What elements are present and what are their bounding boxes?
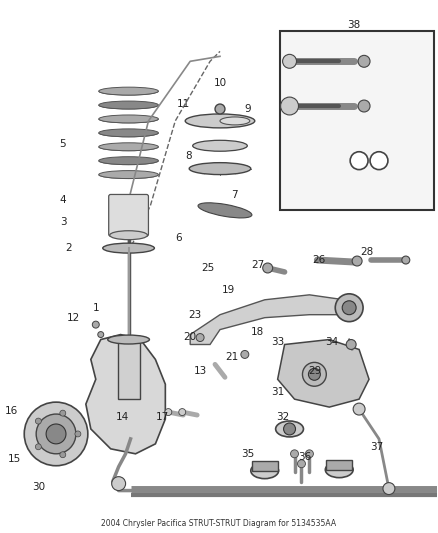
Text: 35: 35 [241,449,254,459]
Bar [279,31,434,211]
Ellipse shape [99,143,159,151]
Circle shape [241,351,249,358]
Text: 23: 23 [188,310,202,320]
Text: 5: 5 [60,139,66,149]
Circle shape [215,104,225,114]
Circle shape [297,460,305,468]
Ellipse shape [108,335,149,344]
Circle shape [35,444,41,450]
Ellipse shape [99,101,159,109]
Text: 19: 19 [221,285,235,295]
Ellipse shape [99,157,159,165]
Circle shape [342,301,356,314]
Polygon shape [86,335,165,454]
Ellipse shape [189,163,251,175]
Text: 7: 7 [232,190,238,200]
Circle shape [75,431,81,437]
Text: 18: 18 [251,327,265,336]
Circle shape [283,423,296,435]
Text: 6: 6 [175,233,182,243]
FancyBboxPatch shape [109,195,148,236]
Circle shape [281,97,298,115]
Circle shape [92,321,99,328]
Circle shape [196,334,204,342]
Polygon shape [278,340,369,407]
Text: 13: 13 [194,366,207,376]
Text: 34: 34 [325,336,338,346]
Text: 36: 36 [298,452,311,462]
Ellipse shape [325,462,353,478]
Ellipse shape [352,256,362,266]
Circle shape [303,362,326,386]
Text: 8: 8 [185,151,191,161]
Text: 11: 11 [177,99,190,109]
Text: 9: 9 [244,104,251,114]
Circle shape [36,414,76,454]
Ellipse shape [220,117,250,125]
Circle shape [335,294,363,321]
Text: 15: 15 [8,454,21,464]
FancyBboxPatch shape [118,340,140,399]
Ellipse shape [99,115,159,123]
Ellipse shape [358,55,370,67]
Ellipse shape [198,203,252,218]
Text: 29: 29 [308,366,321,376]
Text: 31: 31 [271,387,284,397]
Ellipse shape [103,243,155,253]
Text: 12: 12 [67,313,81,322]
Circle shape [165,409,172,416]
Bar [252,461,278,471]
Circle shape [305,450,314,458]
Text: 30: 30 [32,482,46,491]
Text: 10: 10 [213,78,226,88]
Text: 33: 33 [271,336,284,346]
Circle shape [346,340,356,350]
Text: 38: 38 [347,20,361,29]
Text: 28: 28 [360,247,374,257]
Text: 37: 37 [371,442,384,452]
Ellipse shape [99,129,159,137]
Text: 26: 26 [313,255,326,265]
Ellipse shape [185,114,255,128]
Circle shape [290,450,298,458]
Ellipse shape [99,87,159,95]
Text: 2: 2 [66,243,72,253]
Ellipse shape [276,421,304,437]
Circle shape [60,410,66,416]
Circle shape [308,368,320,380]
Text: 20: 20 [184,332,197,342]
Text: 1: 1 [92,303,99,313]
Circle shape [46,424,66,444]
Circle shape [112,477,126,490]
Circle shape [353,403,365,415]
Text: 32: 32 [276,412,289,422]
Text: 4: 4 [60,196,66,205]
Circle shape [98,332,104,337]
Ellipse shape [193,140,247,151]
Ellipse shape [110,231,148,240]
Ellipse shape [402,256,410,264]
Text: 17: 17 [156,412,169,422]
Text: 3: 3 [60,217,66,227]
Polygon shape [190,295,344,344]
Circle shape [283,54,297,68]
Text: 16: 16 [5,406,18,416]
Text: 27: 27 [251,260,265,270]
Circle shape [179,409,186,416]
Text: 14: 14 [116,412,129,422]
Text: 21: 21 [225,352,239,362]
Circle shape [24,402,88,466]
Text: 25: 25 [201,263,215,273]
Bar [326,460,352,470]
Circle shape [383,482,395,495]
Ellipse shape [99,171,159,179]
Ellipse shape [251,463,279,479]
Circle shape [35,418,41,424]
Ellipse shape [358,100,370,112]
Circle shape [60,452,66,458]
Circle shape [370,152,388,169]
Circle shape [263,263,273,273]
Circle shape [350,152,368,169]
Text: 2004 Chrysler Pacifica STRUT-STRUT Diagram for 5134535AA: 2004 Chrysler Pacifica STRUT-STRUT Diagr… [102,519,336,528]
